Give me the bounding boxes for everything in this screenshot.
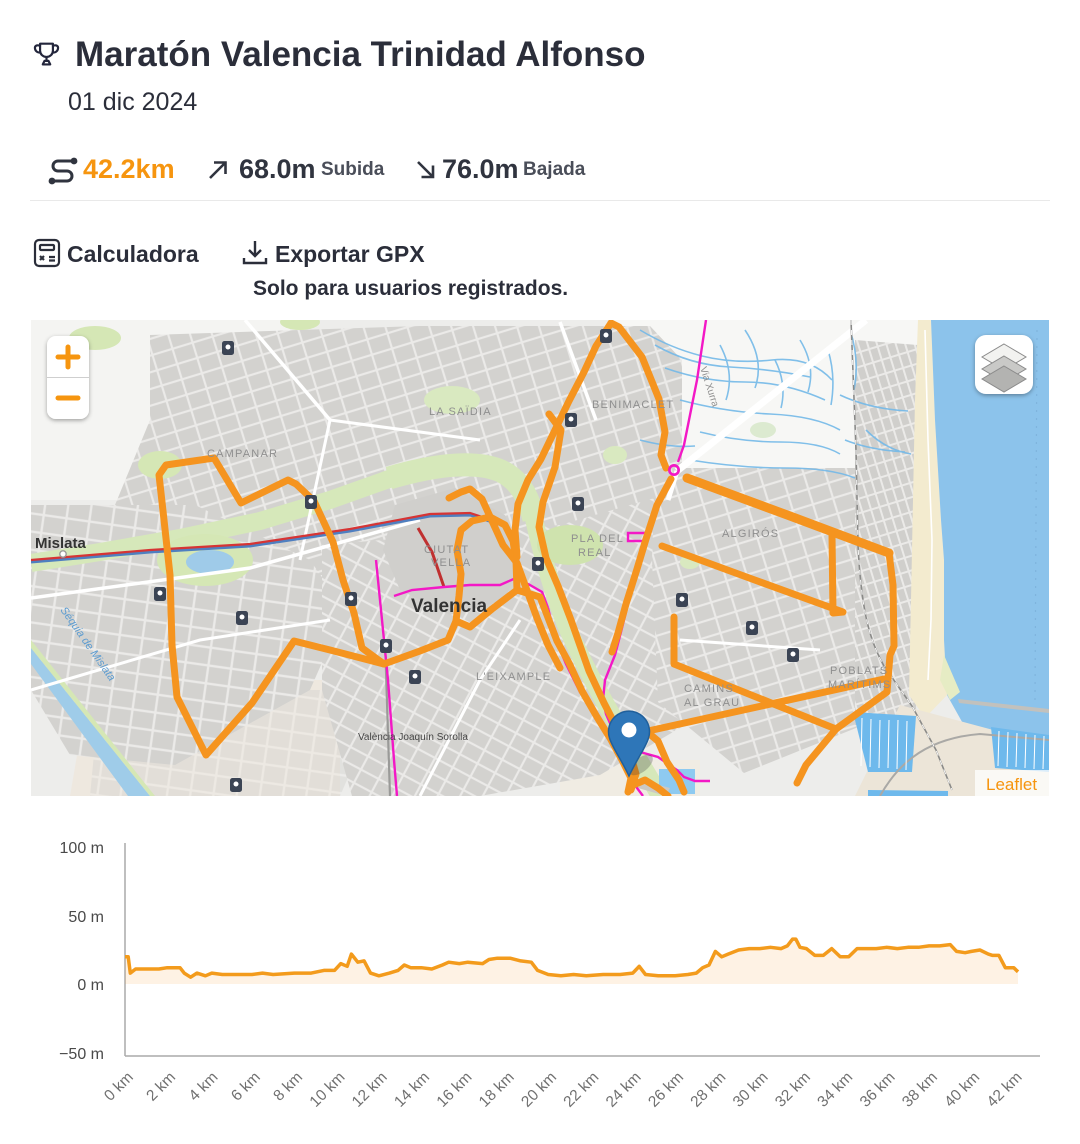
svg-text:16 km: 16 km	[434, 1069, 476, 1111]
svg-text:LA SAÏDIA: LA SAÏDIA	[429, 406, 492, 418]
svg-text:40 km: 40 km	[941, 1069, 983, 1111]
svg-text:10 km: 10 km	[307, 1069, 349, 1111]
svg-text:València Joaquín Sorolla: València Joaquín Sorolla	[358, 732, 468, 743]
svg-text:4 km: 4 km	[186, 1069, 222, 1105]
svg-text:PLA DEL: PLA DEL	[571, 533, 624, 545]
svg-text:20 km: 20 km	[518, 1069, 560, 1111]
svg-text:CIUTAT: CIUTAT	[424, 544, 469, 556]
svg-text:L'EIXAMPLE: L'EIXAMPLE	[476, 671, 551, 683]
svg-text:0 km: 0 km	[101, 1069, 137, 1105]
svg-text:42 km: 42 km	[984, 1069, 1026, 1111]
svg-text:28 km: 28 km	[687, 1069, 729, 1111]
svg-text:BENIMACLET: BENIMACLET	[592, 399, 674, 411]
svg-text:6 km: 6 km	[228, 1069, 264, 1105]
svg-text:MARÍTIMS: MARÍTIMS	[828, 678, 891, 691]
svg-text:32 km: 32 km	[772, 1069, 814, 1111]
svg-text:18 km: 18 km	[476, 1069, 518, 1111]
svg-text:0 m: 0 m	[77, 977, 104, 994]
svg-text:50 m: 50 m	[68, 909, 104, 926]
svg-text:Mislata: Mislata	[35, 535, 87, 552]
svg-text:22 km: 22 km	[560, 1069, 602, 1111]
svg-text:8 km: 8 km	[270, 1069, 306, 1105]
svg-text:30 km: 30 km	[730, 1069, 772, 1111]
svg-text:CAMPANAR: CAMPANAR	[207, 448, 278, 460]
svg-text:−50 m: −50 m	[59, 1046, 104, 1063]
svg-text:AL GRAU: AL GRAU	[684, 697, 740, 709]
svg-text:POBLATS: POBLATS	[830, 665, 888, 677]
svg-text:ALGIRÓS: ALGIRÓS	[722, 527, 779, 540]
svg-text:Valencia: Valencia	[411, 596, 487, 617]
svg-text:36 km: 36 km	[857, 1069, 899, 1111]
svg-text:Leaflet: Leaflet	[986, 775, 1037, 794]
svg-text:26 km: 26 km	[645, 1069, 687, 1111]
svg-text:REAL: REAL	[578, 547, 612, 559]
svg-text:34 km: 34 km	[814, 1069, 856, 1111]
svg-text:24 km: 24 km	[603, 1069, 645, 1111]
svg-text:100 m: 100 m	[60, 840, 104, 857]
svg-text:2 km: 2 km	[143, 1069, 179, 1105]
svg-text:38 km: 38 km	[899, 1069, 941, 1111]
svg-text:14 km: 14 km	[391, 1069, 433, 1111]
svg-text:CAMINS: CAMINS	[684, 683, 734, 695]
svg-text:12 km: 12 km	[349, 1069, 391, 1111]
svg-text:VELLA: VELLA	[431, 557, 471, 569]
